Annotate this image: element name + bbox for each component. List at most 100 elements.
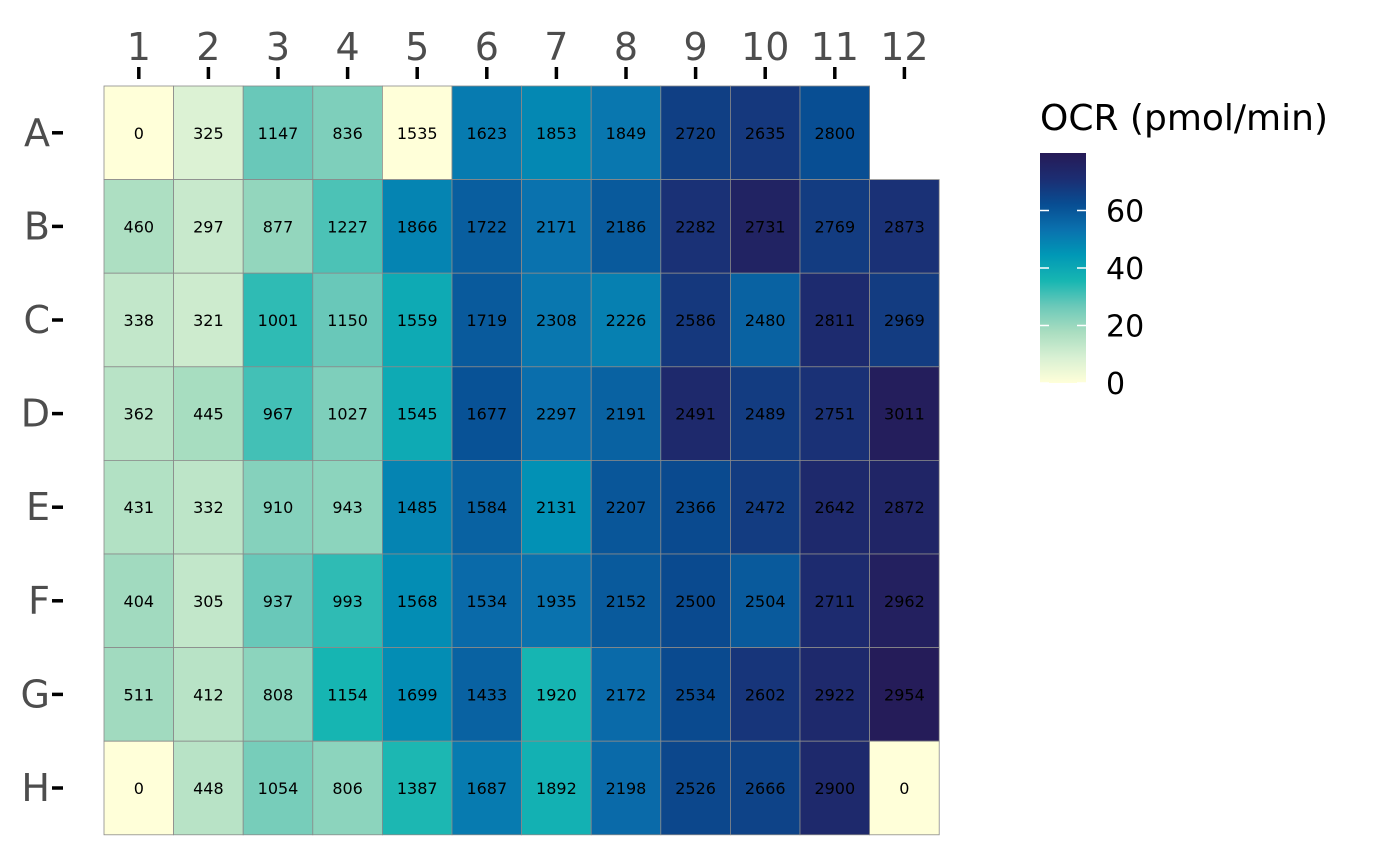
column-label: 11 <box>811 25 859 69</box>
column-label: 6 <box>475 25 499 69</box>
cell-label: 297 <box>193 217 224 236</box>
row-label: F <box>28 579 50 623</box>
cell-label: 910 <box>263 498 294 517</box>
heatmap-cell <box>730 740 801 836</box>
cell-label: 1150 <box>327 311 368 330</box>
heatmap-cell <box>869 366 940 461</box>
cell-label: 1535 <box>397 124 438 143</box>
column-label: 2 <box>196 25 220 69</box>
heatmap-cell <box>312 366 383 461</box>
heatmap-cell <box>451 740 522 836</box>
row-label: B <box>24 204 50 248</box>
heatmap-cell <box>103 366 174 461</box>
heatmap-cell <box>242 459 314 555</box>
cell-label: 2308 <box>536 311 577 330</box>
cell-label: 2873 <box>884 217 925 236</box>
cell-label: 1147 <box>258 124 299 143</box>
cell-label: 1677 <box>466 405 507 424</box>
heatmap-cell <box>799 647 870 742</box>
column-label: 3 <box>266 25 290 69</box>
cell-label: 1699 <box>397 685 438 704</box>
heatmap-cell <box>590 459 662 555</box>
cell-label: 2297 <box>536 405 577 424</box>
cell-label: 2800 <box>814 124 855 143</box>
colorbar-tick-label: 60 <box>1106 195 1144 230</box>
colorbar-tick-label: 20 <box>1106 310 1144 345</box>
cell-label: 1892 <box>536 779 577 798</box>
heatmap-cell <box>521 459 592 555</box>
cell-label: 1227 <box>327 217 368 236</box>
cell-label: 2642 <box>814 498 855 517</box>
heatmap-cell <box>730 459 801 555</box>
colorbar-tick-label: 40 <box>1106 252 1144 287</box>
heatmap-cell <box>173 85 244 180</box>
cell-label: 2751 <box>814 405 855 424</box>
heatmap-cell <box>381 366 453 461</box>
cell-label: 2731 <box>745 217 786 236</box>
heatmap-cell <box>451 272 522 368</box>
cell-label: 1687 <box>466 779 507 798</box>
heatmap-cell <box>381 179 453 274</box>
cell-label: 332 <box>193 498 224 517</box>
heatmap-cell <box>381 647 453 742</box>
cell-label: 937 <box>263 592 294 611</box>
cell-label: 1584 <box>466 498 507 517</box>
heatmap-cell <box>381 553 453 648</box>
cell-label: 338 <box>124 311 155 330</box>
cell-label: 1719 <box>466 311 507 330</box>
cell-label: 0 <box>134 779 144 798</box>
heatmap-cell <box>381 85 453 180</box>
heatmap-cell <box>242 553 314 648</box>
cell-label: 2171 <box>536 217 577 236</box>
cell-label: 2152 <box>606 592 647 611</box>
heatmap-cell <box>451 459 522 555</box>
cell-label: 2769 <box>814 217 855 236</box>
cell-label: 2602 <box>745 685 786 704</box>
heatmap-cell <box>869 179 940 274</box>
cell-label: 1623 <box>466 124 507 143</box>
cell-label: 2489 <box>745 405 786 424</box>
heatmap-cell <box>242 740 314 836</box>
heatmap-cell <box>799 366 870 461</box>
heatmap-cell <box>869 647 940 742</box>
heatmap-cell <box>242 179 314 274</box>
heatmap-cell <box>312 179 383 274</box>
heatmap-cell <box>451 647 522 742</box>
colorbar-legend: OCR (pmol/min) 0 20 40 60 <box>1040 98 1328 402</box>
row-label: E <box>26 485 50 529</box>
cell-label: 2172 <box>606 685 647 704</box>
cell-label: 993 <box>332 592 363 611</box>
cell-label: 2711 <box>814 592 855 611</box>
cell-label: 2811 <box>814 311 855 330</box>
cell-label: 2504 <box>745 592 786 611</box>
cell-label: 2922 <box>814 685 855 704</box>
heatmap-cell <box>173 366 244 461</box>
heatmap-cell <box>799 740 870 836</box>
cell-label: 445 <box>193 405 224 424</box>
cell-label: 2131 <box>536 498 577 517</box>
cell-label: 2366 <box>675 498 716 517</box>
cell-label: 2526 <box>675 779 716 798</box>
cell-label: 2534 <box>675 685 716 704</box>
heatmap-cell <box>869 459 940 555</box>
cell-label: 2635 <box>745 124 786 143</box>
cell-label: 2186 <box>606 217 647 236</box>
column-label: 5 <box>405 25 429 69</box>
heatmap-cell <box>590 272 662 368</box>
heatmap-cell <box>451 85 522 180</box>
cell-label: 2666 <box>745 779 786 798</box>
heatmap-cell <box>173 179 244 274</box>
cell-label: 1920 <box>536 685 577 704</box>
colorbar-tick-label: 0 <box>1106 367 1125 402</box>
heatmap-cell <box>660 459 731 555</box>
heatmap-cell <box>242 647 314 742</box>
colorbar-ticks: 0 20 40 60 <box>1040 195 1144 402</box>
heatmap-cell <box>590 179 662 274</box>
heatmap-cell <box>660 553 731 648</box>
heatmap-cell <box>312 272 383 368</box>
cell-label: 1154 <box>327 685 368 704</box>
cell-label: 1545 <box>397 405 438 424</box>
cell-label: 460 <box>124 217 155 236</box>
heatmap-cell <box>312 85 383 180</box>
